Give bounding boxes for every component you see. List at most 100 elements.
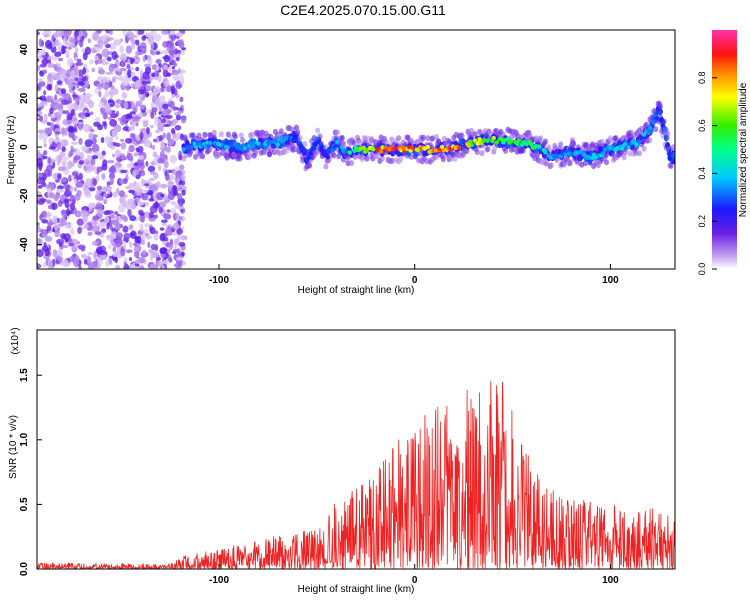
colorbar-ticks: 0.0 0.2 0.4 0.6 0.8 (697, 72, 717, 276)
noise-blob (100, 136, 105, 144)
noise-blob (145, 93, 150, 97)
noise-blob (141, 239, 146, 246)
noise-blob (133, 242, 138, 246)
ridge-core (671, 154, 675, 159)
noise-blob (60, 209, 67, 215)
ridge-core (236, 142, 241, 147)
noise-blob (92, 225, 99, 233)
noise-blob (106, 236, 113, 241)
noise-blob (97, 221, 105, 229)
noise-blob (68, 81, 74, 90)
noise-blob (66, 113, 73, 121)
spectrogram-y-label: Frequency (Hz) (6, 116, 17, 185)
ridge-halo (349, 159, 355, 166)
noise-blob (96, 208, 104, 215)
noise-blob (102, 76, 107, 82)
ridge-core (641, 132, 647, 137)
noise-blob (128, 224, 134, 230)
ridge-halo (232, 133, 238, 140)
snr-frame (36, 329, 676, 570)
colorbar-gradient (712, 30, 737, 269)
noise-blob (152, 144, 156, 151)
noise-blob (162, 109, 168, 117)
noise-blob (83, 258, 88, 265)
noise-blob (103, 193, 108, 198)
noise-blob (71, 120, 80, 124)
ridge-halo (188, 149, 194, 156)
spectrogram-y-tick-label: -20 (19, 188, 30, 203)
ridge-halo (225, 131, 231, 138)
noise-blob (73, 135, 79, 140)
colorbar-tick-label: 0.0 (697, 263, 707, 276)
noise-blob (74, 30, 79, 39)
colorbar-tick-label: 0.4 (697, 167, 707, 180)
noise-blob (133, 251, 140, 258)
ridge-halo (621, 154, 627, 161)
noise-blob (123, 261, 127, 266)
noise-blob (68, 126, 76, 133)
noise-blob (65, 48, 70, 58)
noise-blob (153, 214, 159, 219)
noise-blob (38, 115, 44, 122)
noise-blob (164, 228, 172, 236)
noise-blob (74, 47, 79, 54)
noise-blob (84, 224, 89, 229)
noise-blob (94, 231, 102, 236)
noise-blob (138, 155, 145, 160)
noise-blob (51, 114, 56, 119)
noise-blob (104, 215, 110, 224)
noise-blob (47, 73, 55, 83)
noise-blob (125, 45, 133, 54)
noise-blob (106, 141, 114, 148)
noise-blob (54, 51, 62, 57)
noise-blob (95, 174, 100, 182)
noise-blob (153, 172, 159, 180)
ridge-halo (420, 134, 426, 141)
noise-blob (37, 31, 41, 36)
spectrogram-x-tick-label: 0 (412, 275, 418, 286)
noise-blob (177, 109, 182, 116)
noise-blob (88, 262, 95, 267)
noise-blob (70, 174, 75, 181)
noise-blob (79, 38, 84, 48)
ridge-halo (239, 137, 245, 144)
noise-blob (139, 223, 144, 232)
noise-blob (126, 152, 133, 161)
noise-blob (130, 202, 137, 210)
noise-blob (96, 264, 101, 269)
noise-blob (115, 232, 123, 240)
noise-blob (106, 56, 112, 62)
noise-blob (159, 247, 167, 255)
noise-blob (158, 206, 163, 214)
noise-blob (95, 166, 104, 173)
noise-blob (170, 85, 176, 95)
noise-blob (58, 217, 67, 224)
ridge-core (663, 134, 669, 139)
ridge-core (347, 150, 352, 155)
ridge-halo (237, 155, 243, 162)
noise-blob (172, 75, 181, 81)
noise-blob (79, 182, 84, 188)
noise-blob (152, 202, 161, 209)
snr-y-tick-label: 1.5 (19, 368, 30, 382)
noise-blob (146, 32, 154, 38)
noise-blob (78, 30, 83, 38)
noise-blob (49, 107, 54, 115)
noise-blob (57, 103, 64, 111)
ridge-core (516, 138, 522, 143)
noise-blob (75, 61, 83, 66)
noise-blob (170, 94, 176, 98)
ridge-halo (668, 162, 674, 169)
ridge-core (457, 145, 462, 150)
noise-blob (91, 240, 100, 246)
noise-blob (179, 164, 185, 171)
noise-blob (180, 116, 187, 124)
noise-blob (161, 265, 165, 269)
noise-blob (167, 180, 174, 190)
noise-blob (155, 58, 162, 64)
noise-blob (58, 57, 64, 62)
ridge-core (250, 144, 255, 149)
noise-blob (172, 137, 179, 142)
noise-blob (87, 252, 93, 256)
noise-blob (94, 193, 102, 201)
